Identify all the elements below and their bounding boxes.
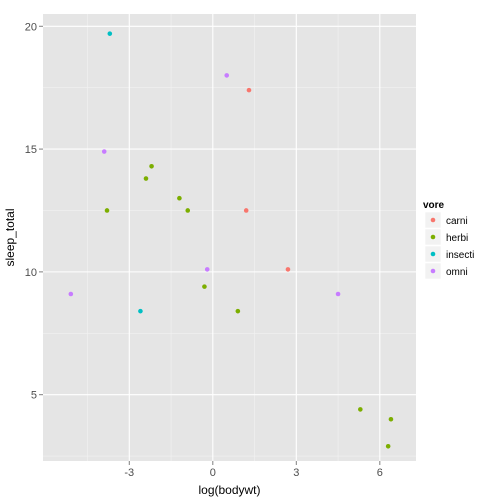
point-herbi xyxy=(104,208,110,213)
point-omni xyxy=(224,73,230,78)
y-tick-label: 15 xyxy=(25,144,37,156)
point-carni xyxy=(246,87,252,93)
x-axis: -3 0 3 6 xyxy=(124,461,383,479)
plot-panel xyxy=(43,14,416,461)
point-herbi xyxy=(202,284,207,289)
point-omni xyxy=(335,291,341,297)
point-omni xyxy=(101,149,107,154)
point-insecti xyxy=(138,308,143,314)
legend-label-omni: omni xyxy=(446,267,468,278)
point-omni xyxy=(68,291,74,297)
point-herbi xyxy=(185,208,191,213)
x-tick-label: 6 xyxy=(377,467,383,479)
point-herbi xyxy=(143,176,149,181)
legend-label-insecti: insecti xyxy=(446,250,474,261)
legend-label-herbi: herbi xyxy=(446,233,468,244)
point-omni xyxy=(204,267,210,272)
point-herbi xyxy=(388,416,394,422)
point-herbi xyxy=(385,443,391,449)
data-points xyxy=(68,31,394,449)
y-tick-label: 20 xyxy=(25,21,37,33)
x-tick-label: -3 xyxy=(124,467,134,479)
x-axis-title: log(bodywt) xyxy=(198,483,260,497)
x-tick-label: 0 xyxy=(210,467,216,479)
major-gridlines xyxy=(43,14,416,461)
legend-swatch-insecti xyxy=(430,251,436,257)
y-tick-label: 5 xyxy=(31,390,37,402)
x-tick-label: 3 xyxy=(293,467,299,479)
point-herbi xyxy=(358,407,363,412)
legend-swatch-omni xyxy=(430,268,436,274)
y-axis: 5 10 15 20 xyxy=(25,21,43,402)
legend-title: vore xyxy=(423,200,445,211)
point-carni xyxy=(243,208,249,213)
point-herbi xyxy=(235,308,241,314)
y-tick-label: 10 xyxy=(25,267,37,279)
legend: vore carni herbi insecti omni xyxy=(423,200,474,280)
point-herbi xyxy=(149,163,154,169)
legend-swatch-carni xyxy=(430,217,436,223)
point-herbi xyxy=(177,195,182,201)
legend-label-carni: carni xyxy=(446,216,468,227)
legend-swatch-herbi xyxy=(430,234,436,240)
y-axis-title: sleep_total xyxy=(3,208,17,266)
point-insecti xyxy=(107,31,113,36)
point-carni xyxy=(285,267,291,272)
